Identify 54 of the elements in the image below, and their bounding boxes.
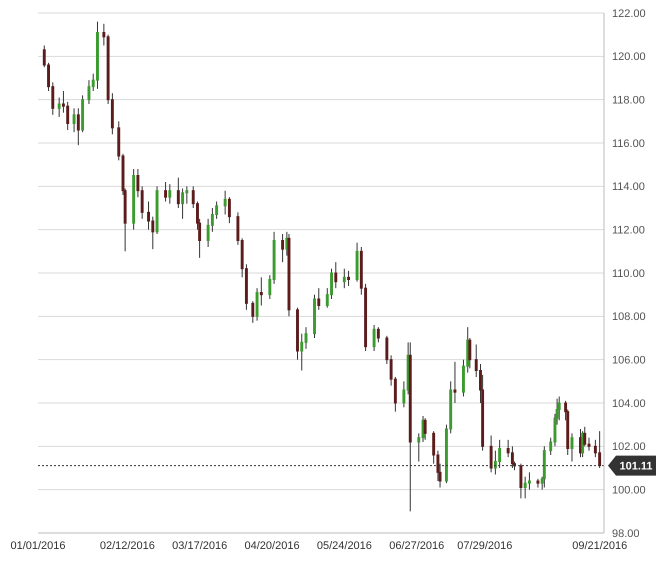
y-tick-label: 102.00 bbox=[612, 441, 646, 454]
candlestick bbox=[424, 418, 427, 440]
candlestick bbox=[176, 177, 180, 208]
x-tick-label: 09/21/2016 bbox=[572, 540, 628, 552]
candlestick bbox=[376, 326, 380, 343]
ref-line-label: 101.11 bbox=[619, 460, 653, 473]
y-tick-label: 118.00 bbox=[612, 94, 645, 107]
y-tick-label: 106.00 bbox=[612, 354, 646, 367]
y-tick-label: 112.00 bbox=[612, 224, 645, 237]
candlestick bbox=[453, 361, 456, 404]
candlestick bbox=[524, 476, 527, 499]
x-tick-label: 07/29/2016 bbox=[457, 540, 512, 552]
y-tick-label: 116.00 bbox=[612, 138, 645, 150]
candlestick bbox=[342, 268, 346, 289]
x-tick-label: 06/27/2016 bbox=[389, 540, 444, 552]
candlestick bbox=[66, 101, 70, 130]
candlestick bbox=[58, 97, 61, 118]
candlestick bbox=[168, 184, 172, 204]
candlestick bbox=[304, 326, 308, 350]
candlestick bbox=[372, 324, 376, 352]
candlestick bbox=[581, 430, 584, 458]
candlestick bbox=[256, 288, 259, 322]
y-tick-label: 122.00 bbox=[612, 8, 646, 20]
candlestick bbox=[317, 288, 320, 310]
candlestick bbox=[224, 190, 227, 215]
x-tick-label: 01/01/2016 bbox=[10, 540, 66, 552]
y-tick-label: 104.00 bbox=[612, 398, 646, 410]
y-tick-label: 114.00 bbox=[612, 181, 645, 194]
y-tick-label: 110.00 bbox=[612, 268, 645, 280]
candlestick bbox=[260, 276, 263, 306]
candlestick bbox=[347, 270, 350, 286]
candlestick bbox=[588, 437, 590, 452]
candlestick bbox=[88, 80, 90, 104]
y-tick-label: 100.00 bbox=[612, 484, 646, 497]
candlestick bbox=[251, 300, 254, 324]
candlestick bbox=[76, 108, 80, 146]
candlestick bbox=[570, 432, 574, 462]
x-tick-label: 04/20/2016 bbox=[244, 540, 300, 552]
candlestick bbox=[185, 186, 188, 204]
candlestick bbox=[528, 472, 531, 490]
candlestick bbox=[206, 218, 210, 248]
candlestick bbox=[151, 216, 154, 250]
candlestick bbox=[164, 182, 168, 202]
candlestick bbox=[181, 188, 184, 220]
candlestick bbox=[228, 196, 231, 224]
candlestick bbox=[281, 234, 284, 263]
y-tick-label: 108.00 bbox=[612, 311, 646, 324]
x-tick-label: 02/12/2016 bbox=[100, 540, 155, 552]
x-tick-label: 05/24/2016 bbox=[316, 540, 372, 552]
y-tick-label: 98.00 bbox=[612, 528, 640, 540]
x-tick-label: 03/17/2016 bbox=[172, 540, 228, 552]
y-tick-label: 120.00 bbox=[612, 51, 646, 64]
candlestick bbox=[558, 396, 561, 421]
candlestick bbox=[72, 108, 76, 133]
